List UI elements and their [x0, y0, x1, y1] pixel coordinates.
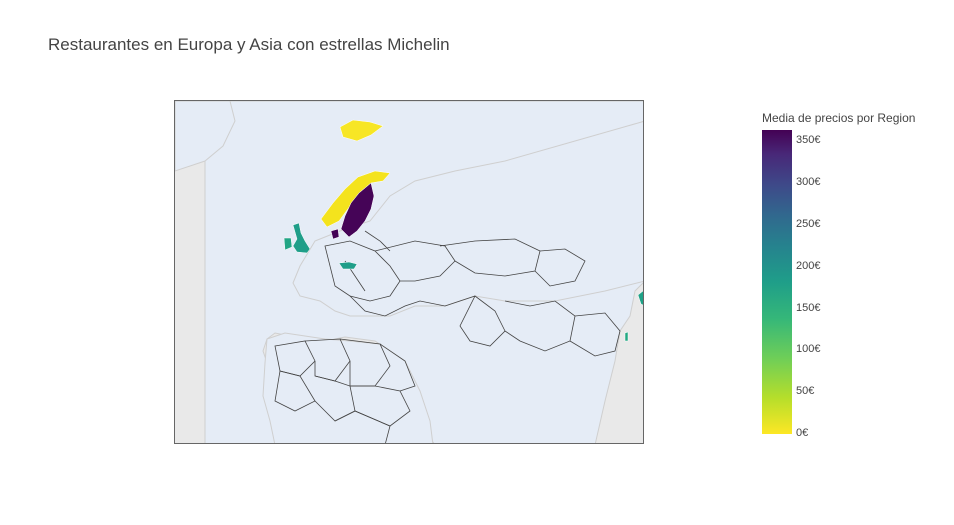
country-borders [274, 230, 621, 443]
colorbar-gradient [762, 130, 792, 434]
colorbar-tick-50: 50€ [796, 385, 815, 397]
region-denmark[interactable] [330, 228, 340, 240]
map-title: Restaurantes en Europa y Asia con estrel… [48, 35, 450, 54]
colorbar-tick-100: 100€ [796, 343, 821, 355]
region-sweden[interactable] [340, 182, 375, 238]
colorbar-tick-200: 200€ [796, 260, 821, 272]
colorbar-tick-0: 0€ [796, 427, 809, 439]
region-japan[interactable] [637, 290, 644, 306]
region-norway[interactable] [320, 170, 391, 228]
colorbar-title: Media de precios por Region [762, 111, 916, 125]
choropleth-map[interactable] [174, 100, 644, 444]
region-uk[interactable] [292, 222, 311, 254]
region-iceland[interactable] [339, 119, 384, 142]
region-austria[interactable] [338, 261, 358, 270]
region-taiwan[interactable] [624, 331, 629, 342]
colorbar-tick-250: 250€ [796, 218, 821, 230]
region-ireland[interactable] [283, 237, 293, 251]
colorbar-tick-350: 350€ [796, 134, 821, 146]
colorbar-tick-300: 300€ [796, 176, 821, 188]
colorbar-tick-150: 150€ [796, 302, 821, 314]
land-greenland [175, 101, 236, 172]
map-svg [175, 101, 644, 443]
